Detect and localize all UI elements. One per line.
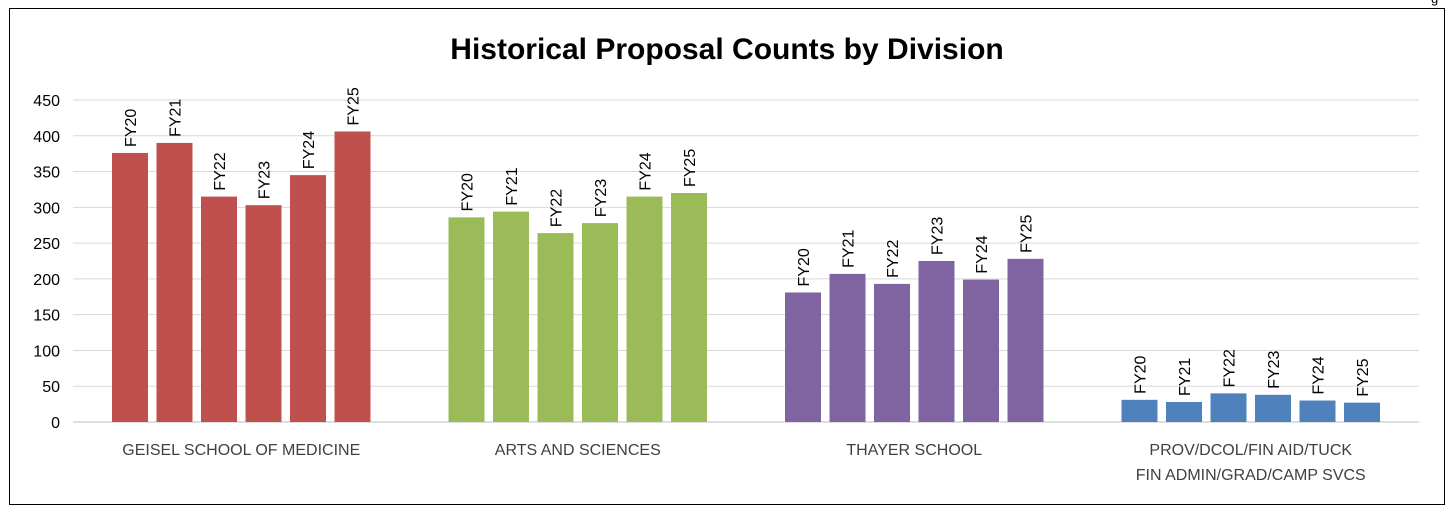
- bar: [829, 273, 866, 422]
- bar-label: FY24: [638, 152, 655, 190]
- bars: [112, 131, 1380, 422]
- y-tick-label: 300: [33, 200, 60, 217]
- bar: [112, 152, 148, 422]
- bar-label: FY22: [549, 189, 566, 227]
- bar-label: FY25: [1355, 358, 1372, 396]
- category-label: FIN ADMIN/GRAD/CAMP SVCS: [1136, 467, 1366, 484]
- bar: [963, 279, 999, 422]
- bar-label: FY24: [974, 235, 991, 273]
- bar-label: FY23: [930, 217, 947, 255]
- y-tick-label: 450: [33, 93, 60, 110]
- bar-label: FY21: [841, 230, 858, 268]
- bar: [245, 205, 282, 422]
- bar-label: FY24: [301, 131, 318, 169]
- y-tick-label: 350: [33, 165, 60, 182]
- bar-label: FY20: [1133, 355, 1150, 393]
- bar: [1166, 401, 1202, 422]
- bar: [1121, 399, 1158, 422]
- bar: [201, 196, 237, 422]
- y-tick-label: 250: [33, 236, 60, 253]
- bar-label: FY22: [885, 240, 902, 278]
- category-label: PROV/DCOL/FIN AID/TUCK: [1149, 442, 1352, 459]
- bar-label: FY24: [1311, 356, 1328, 394]
- bar-label: FY25: [682, 149, 699, 187]
- bar-label: FY21: [1177, 358, 1194, 396]
- bar-chart: 0 50 100 150 200 250 300 350 400 450 FY20 FY21 FY22…: [33, 33, 1419, 484]
- bar: [785, 292, 821, 422]
- bar: [290, 175, 326, 422]
- bar: [918, 261, 955, 422]
- y-tick-label: 50: [42, 379, 60, 396]
- bar: [1210, 393, 1247, 422]
- bar-label: FY22: [1222, 349, 1239, 387]
- bar: [334, 131, 371, 422]
- bar: [582, 223, 618, 422]
- bar-label: FY23: [593, 179, 610, 217]
- corner-text: g: [1431, 0, 1438, 6]
- y-tick-label: 400: [33, 129, 60, 146]
- y-axis-ticks: 0 50 100 150 200 250 300 350 400 450: [33, 93, 60, 432]
- bar: [671, 193, 707, 422]
- bar-label: FY20: [123, 109, 140, 147]
- chart-title: Historical Proposal Counts by Division: [450, 33, 1003, 66]
- bar: [156, 142, 193, 422]
- chart-frame: 0 50 100 150 200 250 300 350 400 450 FY20 FY21 FY22…: [9, 8, 1445, 505]
- bar: [626, 196, 663, 422]
- bar: [493, 211, 529, 422]
- bar: [1255, 394, 1291, 422]
- bar-label: FY20: [460, 173, 477, 211]
- bar-label: FY21: [504, 167, 521, 205]
- bar-labels: FY20 FY21 FY22 FY23 FY24 FY25 FY20 FY21 FY22 FY23…: [123, 87, 1372, 397]
- bar: [874, 283, 910, 422]
- bar: [1299, 400, 1336, 422]
- y-tick-label: 150: [33, 308, 60, 325]
- bar-label: FY20: [796, 248, 813, 286]
- category-label: ARTS AND SCIENCES: [495, 442, 661, 459]
- bar-label: FY21: [168, 99, 185, 137]
- y-tick-label: 0: [51, 415, 60, 432]
- bar: [537, 233, 574, 422]
- bar-label: FY25: [346, 87, 363, 125]
- category-label: THAYER SCHOOL: [846, 442, 982, 459]
- category-labels: GEISEL SCHOOL OF MEDICINE ARTS AND SCIENC…: [122, 442, 1365, 484]
- bar: [1007, 258, 1044, 422]
- bar: [1344, 402, 1380, 422]
- bar: [448, 217, 485, 422]
- y-tick-label: 200: [33, 272, 60, 289]
- category-label: GEISEL SCHOOL OF MEDICINE: [122, 442, 360, 459]
- y-tick-label: 100: [33, 343, 60, 360]
- bar-label: FY25: [1019, 215, 1036, 253]
- bar-label: FY23: [257, 161, 274, 199]
- bar-label: FY22: [212, 152, 229, 190]
- bar-label: FY23: [1266, 350, 1283, 388]
